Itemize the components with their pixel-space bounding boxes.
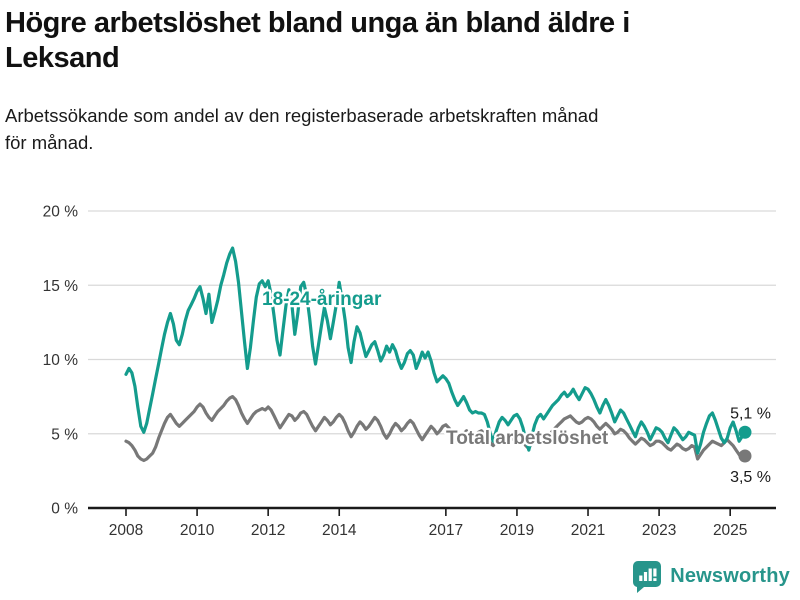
x-axis-tick-label: 2019 xyxy=(500,522,534,539)
x-axis-tick-label: 2025 xyxy=(713,522,747,539)
bar-icon-small xyxy=(639,575,643,581)
x-axis-tick-label: 2014 xyxy=(322,522,357,539)
x-axis-tick-label: 2010 xyxy=(180,522,215,539)
exclamation-dot-icon xyxy=(653,578,657,581)
series-end-dot-youth xyxy=(738,425,752,439)
end-value-label-total: 3,5 % xyxy=(730,469,771,486)
x-axis-tick-label: 2012 xyxy=(251,522,285,539)
series-label-total: Total arbetslöshet xyxy=(446,428,609,449)
newsworthy-logo: Newsworthy xyxy=(632,560,790,593)
page-title-line-1: Högre arbetslöshet bland unga än bland ä… xyxy=(5,7,630,39)
series-label-youth: 18-24-åringar xyxy=(262,289,382,310)
page-title: Högre arbetslöshet bland unga än bland ä… xyxy=(5,6,790,76)
newsworthy-brand-text: Newsworthy xyxy=(670,565,790,587)
y-axis-tick-label: 20 % xyxy=(43,204,79,221)
x-axis-tick-label: 2008 xyxy=(109,522,143,539)
line-chart-area: 0 % 5 % 10 % 15 % 20 % 2008 2010 2012 2014 2017 20… xyxy=(0,195,800,555)
x-axis-tick-label: 2023 xyxy=(642,522,676,539)
x-axis-tick-label: 2017 xyxy=(429,522,463,539)
newsworthy-logo-icon xyxy=(633,561,662,593)
chart-header: Högre arbetslöshet bland unga än bland ä… xyxy=(0,0,800,157)
chart-subtitle: Arbetssökande som andel av den registerb… xyxy=(5,102,790,158)
y-axis-tick-label: 15 % xyxy=(43,278,79,295)
x-axis-tick-label: 2021 xyxy=(571,522,605,539)
y-axis-tick-label: 10 % xyxy=(43,352,79,369)
exclamation-stem-icon xyxy=(653,568,657,577)
line-chart: 0 % 5 % 10 % 15 % 20 % 2008 2010 2012 2014 2017 20… xyxy=(43,204,776,539)
chart-subtitle-line-2: för månad. xyxy=(5,132,94,154)
end-value-label-youth: 5,1 % xyxy=(730,405,771,422)
page-title-line-2: Leksand xyxy=(5,41,120,74)
y-axis-tick-label: 0 % xyxy=(51,501,78,518)
chart-subtitle-line-1: Arbetssökande som andel av den registerb… xyxy=(5,104,599,126)
series-line-youth xyxy=(124,246,747,455)
series-end-dot-total xyxy=(738,449,752,463)
series-line-total xyxy=(124,395,747,463)
bar-icon-tall xyxy=(648,568,652,581)
bar-icon-medium xyxy=(644,572,648,581)
y-axis-tick-label: 5 % xyxy=(51,426,78,443)
